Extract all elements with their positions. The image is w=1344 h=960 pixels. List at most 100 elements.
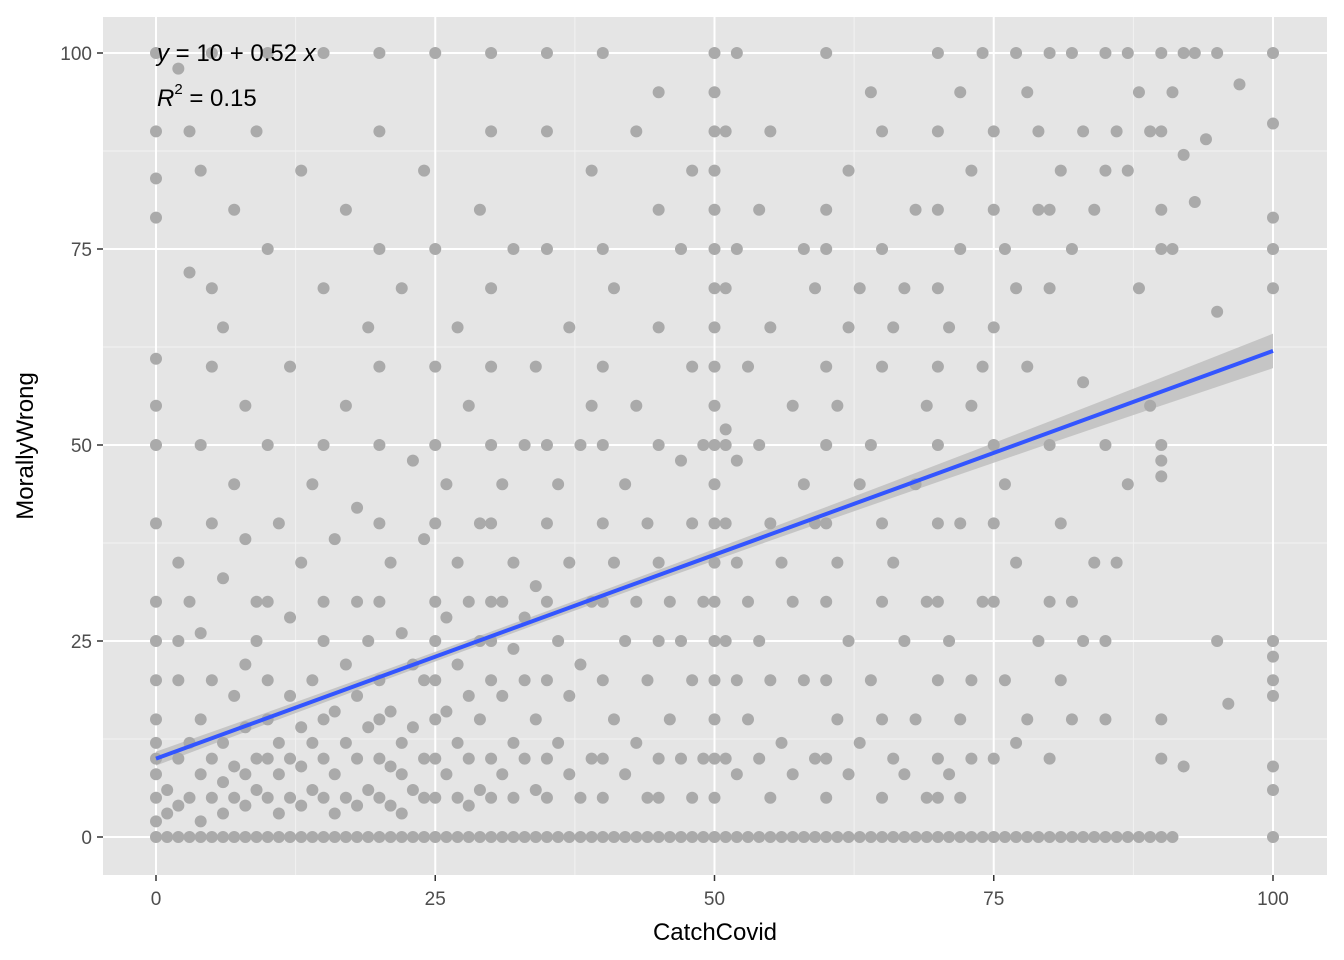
data-point (362, 635, 375, 647)
data-points (150, 47, 1279, 843)
data-point (1132, 86, 1145, 99)
data-point (898, 831, 911, 843)
data-point (250, 635, 263, 647)
data-point (607, 556, 620, 569)
data-point (284, 752, 297, 765)
data-point (462, 831, 475, 843)
data-point (976, 360, 989, 373)
data-point (272, 736, 285, 749)
data-point (339, 791, 352, 804)
data-point (1021, 86, 1034, 99)
data-point (451, 831, 464, 843)
data-point (965, 752, 978, 765)
data-point (261, 791, 274, 804)
data-point (328, 807, 341, 820)
data-point (507, 791, 520, 804)
data-point (217, 572, 230, 585)
data-point (373, 752, 386, 765)
data-point (306, 674, 319, 687)
data-point (753, 752, 766, 765)
data-point (183, 595, 196, 608)
data-point (998, 831, 1011, 843)
r-squared-sup: 2 (174, 81, 182, 98)
data-point (172, 674, 185, 687)
data-point (820, 595, 833, 608)
data-point (641, 517, 654, 530)
data-point (272, 831, 285, 843)
data-point (853, 736, 866, 749)
data-point (965, 399, 978, 412)
data-point (708, 831, 721, 843)
data-point (786, 831, 799, 843)
data-point (1155, 47, 1168, 59)
data-point (395, 627, 408, 640)
data-point (1010, 736, 1023, 749)
data-point (1233, 78, 1246, 91)
data-point (842, 164, 855, 177)
data-point (864, 674, 877, 687)
data-point (150, 791, 162, 804)
data-point (172, 556, 185, 569)
data-point (1043, 752, 1056, 765)
data-point (317, 752, 330, 765)
data-point (1032, 831, 1045, 843)
data-point (820, 752, 833, 765)
data-point (686, 674, 699, 687)
data-point (786, 595, 799, 608)
data-point (596, 752, 609, 765)
data-point (641, 831, 654, 843)
data-point (172, 635, 185, 647)
data-point (1043, 831, 1056, 843)
data-point (831, 831, 844, 843)
data-point (228, 760, 241, 773)
data-point (1267, 243, 1279, 255)
data-point (1155, 203, 1168, 216)
data-point (730, 454, 743, 467)
x-axis-title: CatchCovid (653, 919, 777, 946)
data-point (574, 439, 587, 451)
data-point (250, 125, 263, 138)
data-point (261, 439, 274, 451)
data-point (998, 478, 1011, 491)
equation-body: = 10 + 0.52 (169, 40, 304, 67)
data-point (261, 831, 274, 843)
data-point (1177, 148, 1190, 161)
data-point (485, 791, 498, 804)
data-point (920, 791, 933, 804)
data-point (429, 635, 442, 647)
data-point (876, 791, 889, 804)
data-point (663, 595, 676, 608)
data-point (406, 454, 419, 467)
data-point (295, 799, 308, 812)
data-point (1099, 713, 1112, 726)
data-point (373, 125, 386, 138)
data-point (552, 831, 565, 843)
data-point (820, 243, 833, 255)
data-point (194, 627, 207, 640)
data-point (976, 47, 989, 59)
data-point (317, 713, 330, 726)
data-point (853, 282, 866, 295)
data-point (473, 713, 486, 726)
data-point (507, 642, 520, 655)
data-point (943, 768, 956, 781)
data-point (1144, 831, 1157, 843)
data-point (753, 831, 766, 843)
data-point (719, 423, 732, 436)
data-point (943, 831, 956, 843)
data-point (786, 399, 799, 412)
data-point (429, 517, 442, 530)
data-point (1177, 760, 1190, 773)
data-point (540, 674, 553, 687)
data-point (496, 768, 509, 781)
data-point (1188, 195, 1201, 208)
data-point (1065, 595, 1078, 608)
data-point (150, 125, 162, 138)
data-point (239, 799, 252, 812)
data-point (742, 595, 755, 608)
data-point (429, 243, 442, 255)
data-point (485, 517, 498, 530)
data-point (373, 517, 386, 530)
data-point (1267, 783, 1279, 796)
data-point (150, 736, 162, 749)
